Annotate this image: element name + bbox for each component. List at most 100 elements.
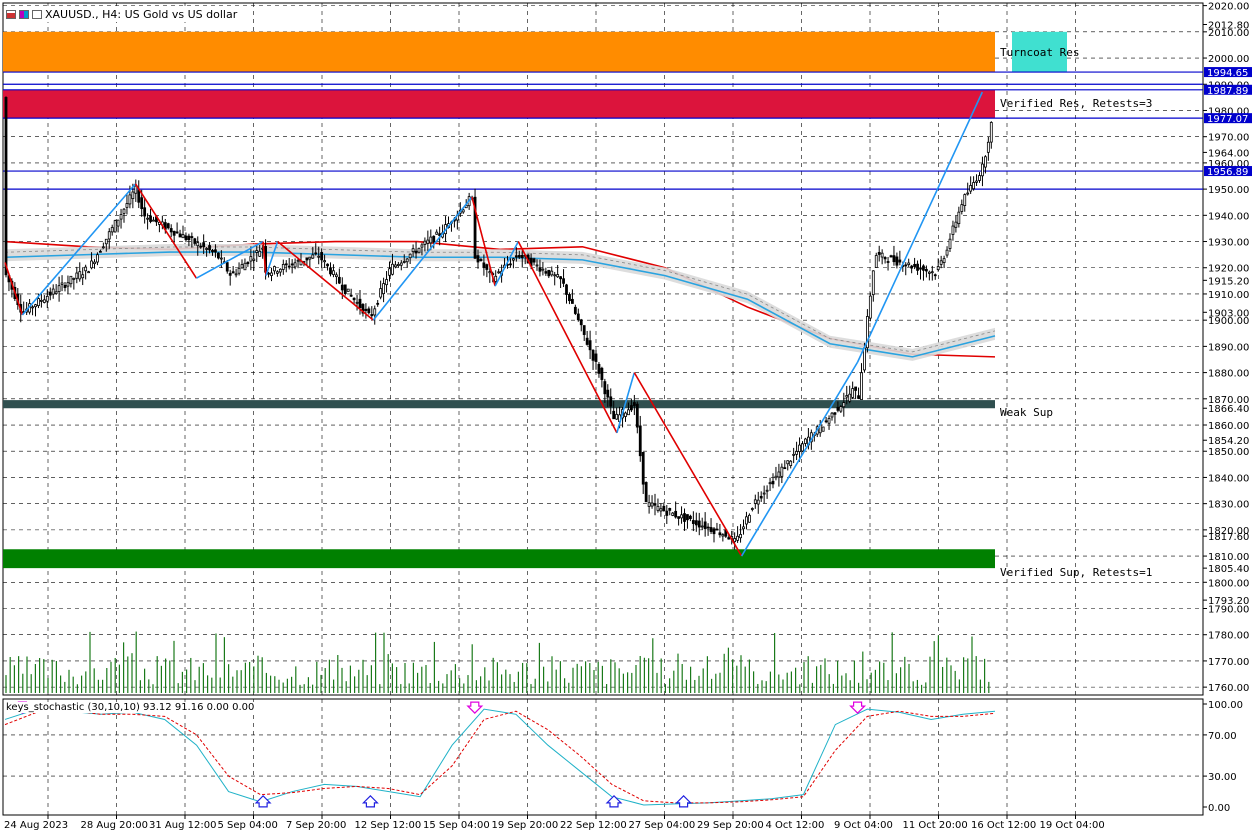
candle-body <box>930 271 934 274</box>
candle-body <box>355 301 359 304</box>
candle-body <box>373 308 377 316</box>
zigzag-segment <box>21 183 137 316</box>
candle-body <box>783 467 787 470</box>
candle-body <box>517 255 521 258</box>
candle-body <box>603 381 607 395</box>
candle-body <box>898 259 902 263</box>
candle-body <box>544 271 548 274</box>
candle-body <box>414 250 418 254</box>
candle-body <box>927 271 931 274</box>
candle-body <box>871 270 875 296</box>
candle-body <box>954 221 958 228</box>
buy-arrow-icon <box>361 795 379 808</box>
candle-body <box>650 502 654 507</box>
zigzag-segment <box>134 183 198 279</box>
candle-body <box>857 395 860 399</box>
candle-body <box>216 252 220 259</box>
candle-body <box>579 319 583 326</box>
candle-body <box>146 217 150 220</box>
candle-body <box>314 252 318 255</box>
chart-type-icon[interactable] <box>6 9 16 19</box>
candle-body <box>125 203 129 208</box>
template-icon[interactable] <box>32 9 42 19</box>
candle-body <box>641 451 645 485</box>
candle-body <box>691 520 695 524</box>
candle-body <box>101 246 105 249</box>
time-axis-label: 9 Oct 04:00 <box>834 820 893 831</box>
candle-body <box>249 256 253 262</box>
candle-body <box>376 302 380 305</box>
candle-body <box>273 266 276 272</box>
price-scale-label: 2012.80 <box>1208 20 1249 31</box>
candle-body <box>69 275 73 285</box>
candle-body <box>565 284 568 295</box>
candle-body <box>113 220 117 233</box>
price-scale-label: 1780.00 <box>1208 631 1249 642</box>
candle-body <box>627 409 630 416</box>
candle-body <box>978 175 981 181</box>
candle-body <box>535 264 539 267</box>
zigzag-segment <box>471 196 496 287</box>
candle-body <box>718 532 722 536</box>
price-scale-label: 1900.00 <box>1208 316 1249 327</box>
candle-body <box>337 276 341 284</box>
price-highlight-label: 1987.89 <box>1207 86 1248 97</box>
candle-body <box>323 260 327 263</box>
candle-body <box>270 272 273 276</box>
candle-body <box>975 180 978 183</box>
candle-body <box>653 503 657 506</box>
price-scale-label: 1910.00 <box>1208 290 1249 301</box>
candle-body <box>435 231 439 235</box>
candle-body <box>674 510 678 518</box>
candle-body <box>290 263 294 266</box>
candle-body <box>597 363 601 374</box>
candle-body <box>75 272 79 279</box>
candle-body <box>854 386 857 391</box>
candle-body <box>547 269 551 277</box>
candle-body <box>739 534 742 539</box>
candle-body <box>349 294 353 297</box>
price-scale-label: 1890.00 <box>1208 342 1249 353</box>
zone-label: Verified Res, Retests=3 <box>1000 97 1152 110</box>
candle-body <box>960 204 964 212</box>
candle-body <box>600 367 604 380</box>
price-scale-label: 1940.00 <box>1208 211 1249 222</box>
candle-body <box>721 534 725 537</box>
candle-body <box>287 265 291 268</box>
candle-body <box>423 240 427 245</box>
candle-body <box>895 256 899 266</box>
candle-body <box>202 242 206 248</box>
candle-body <box>143 207 147 217</box>
indicator-list-icon[interactable] <box>19 9 29 19</box>
candle-body <box>774 475 778 479</box>
candle-body <box>237 267 241 274</box>
price-scale-label: 1790.00 <box>1208 605 1249 616</box>
candle-body <box>140 197 144 210</box>
candle-body <box>116 219 120 227</box>
zigzag-segment <box>277 240 374 321</box>
zigzag-segment <box>740 361 859 557</box>
time-axis-label: 7 Sep 20:00 <box>286 820 346 831</box>
stochastic-pane-frame <box>2 698 1204 816</box>
candle-body <box>839 406 843 412</box>
candle-body <box>509 263 512 266</box>
candle-body <box>488 271 492 274</box>
candle-body <box>396 264 400 266</box>
candle-body <box>48 291 52 296</box>
candle-body <box>199 245 203 248</box>
candle-body <box>541 268 545 271</box>
zigzag-segment <box>372 196 473 321</box>
candle-body <box>99 250 102 253</box>
time-axis-label: 19 Oct 04:00 <box>1040 820 1105 831</box>
candle-body <box>284 263 288 266</box>
price-scale-label: 1810.00 <box>1208 552 1249 563</box>
candle-body <box>119 214 123 220</box>
candle-body <box>66 282 70 287</box>
candle-body <box>553 274 557 277</box>
candle-body <box>187 235 191 241</box>
candle-body <box>40 299 43 302</box>
stochastic-scale-label: 30.00 <box>1208 772 1237 783</box>
time-axis-label: 12 Sep 12:00 <box>355 820 422 831</box>
candle-body <box>748 514 751 523</box>
